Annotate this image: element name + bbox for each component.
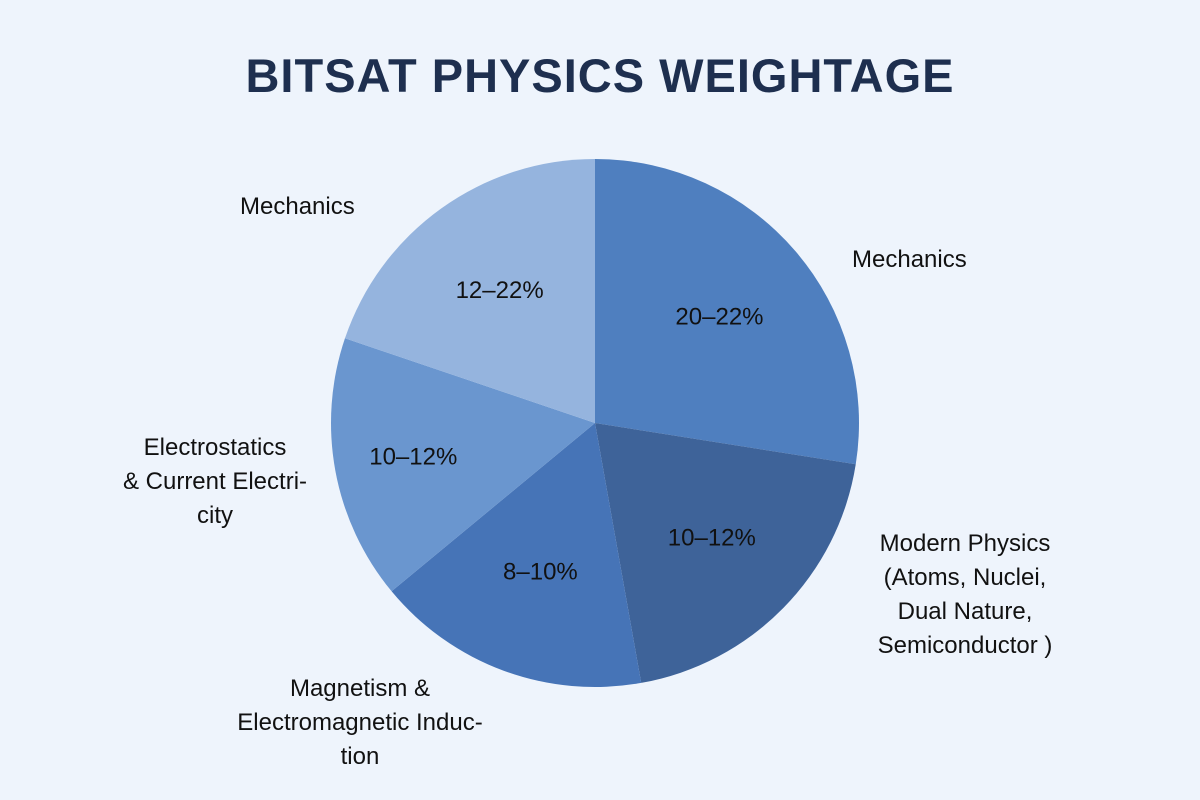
- slice-data-label: 12–22%: [456, 277, 544, 304]
- pie-slice: [595, 423, 856, 683]
- pie-slice: [344, 159, 595, 423]
- category-label-modern-physics: Modern Physics (Atoms, Nuclei, Dual Natu…: [877, 530, 1053, 659]
- pie-slice: [391, 423, 642, 687]
- slice-data-label: 10–12%: [369, 443, 457, 470]
- category-label-magnetism: Magnetism & Electromagnetic Induc- tion: [237, 675, 483, 770]
- category-label-mechanics-right: Mechanics: [852, 246, 967, 273]
- pie-slice: [331, 338, 595, 592]
- slice-data-label: 8–10%: [503, 559, 578, 586]
- category-label-mechanics-left: Mechanics: [240, 193, 355, 220]
- pie-slice: [595, 159, 859, 465]
- category-label-electrostatics: Electrostatics & Current Electri- city: [122, 434, 308, 529]
- chart-title: BITSAT PHYSICS WEIGHTAGE: [245, 49, 955, 102]
- slice-data-label: 10–12%: [668, 525, 756, 552]
- slice-data-label: 20–22%: [675, 304, 763, 331]
